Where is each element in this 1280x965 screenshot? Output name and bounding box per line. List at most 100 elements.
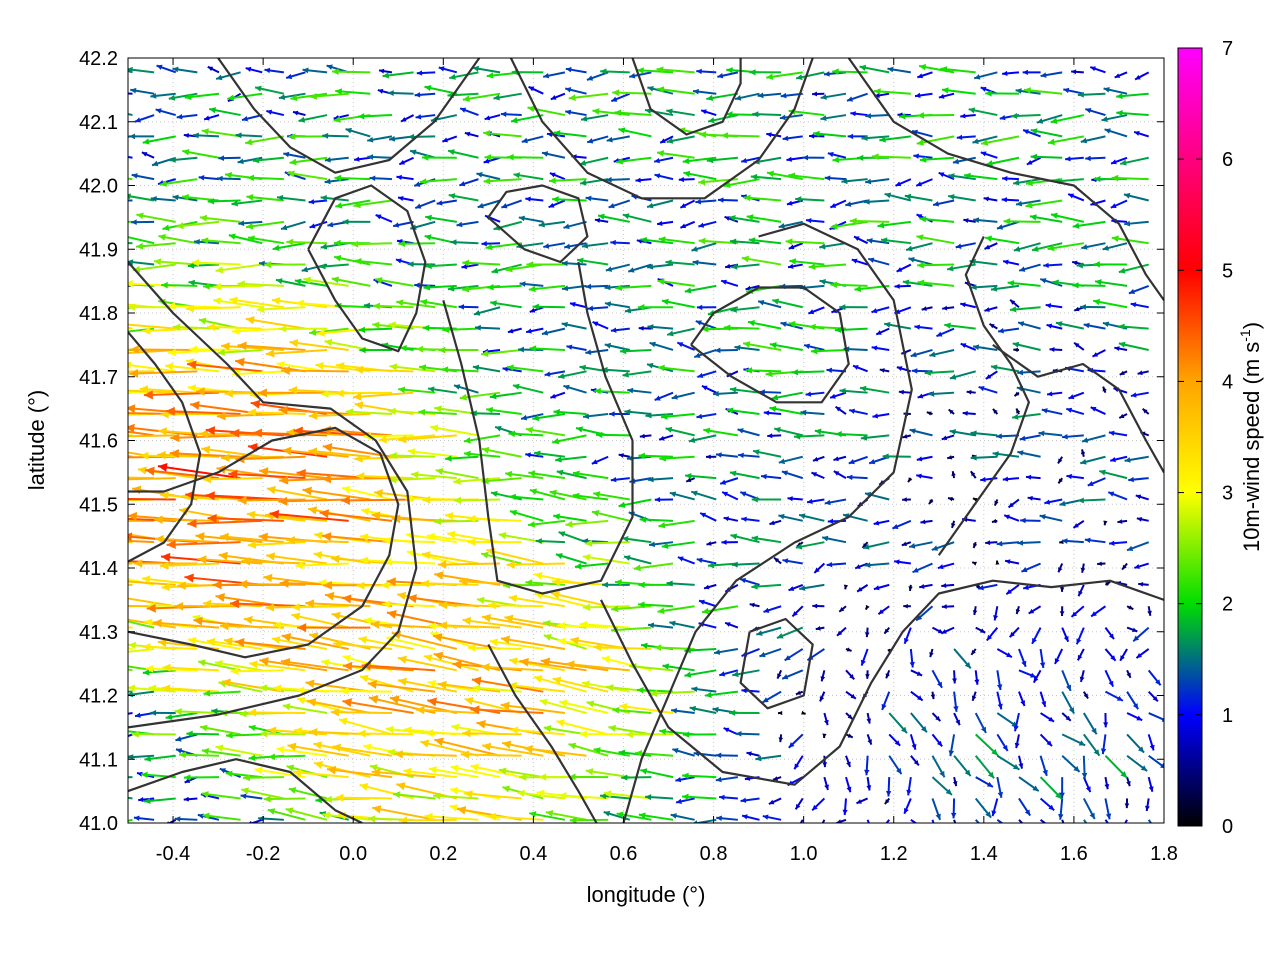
wind-arrow [997, 541, 1019, 547]
wind-arrow [886, 777, 891, 796]
wind-arrow [916, 234, 954, 243]
wind-arrow [579, 730, 629, 738]
wind-arrow [919, 584, 932, 589]
wind-arrow [868, 820, 874, 834]
wind-arrow [857, 585, 867, 592]
wind-arrow [1099, 470, 1127, 478]
wind-arrow [761, 474, 781, 479]
wind-arrow [706, 541, 716, 546]
wind-arrow [136, 212, 175, 221]
wind-arrow [359, 327, 392, 333]
wind-arrow [821, 94, 846, 100]
wind-arrow [156, 108, 176, 115]
wind-arrow [529, 286, 565, 293]
wind-arrow [650, 342, 673, 350]
wind-arrow [482, 478, 522, 485]
wind-arrow [812, 798, 824, 810]
wind-arrow [655, 497, 673, 502]
wind-arrow [669, 621, 694, 628]
wind-arrow [960, 113, 975, 118]
wind-arrow [585, 540, 630, 547]
wind-arrow [1062, 820, 1066, 830]
wind-arrow [1103, 521, 1107, 526]
wind-arrow [717, 72, 738, 78]
wind-arrow [89, 517, 154, 526]
wind-arrow [483, 130, 522, 137]
wind-arrow [367, 154, 392, 160]
wind-arrow [740, 578, 759, 585]
wind-arrow [1081, 243, 1105, 250]
wind-arrow [587, 306, 608, 311]
wind-arrow [78, 391, 133, 399]
wind-arrow [1062, 756, 1079, 772]
y-tick-label: 41.3 [79, 622, 118, 644]
wind-arrow [1019, 798, 1030, 815]
wind-arrow [746, 751, 759, 756]
wind-arrow [693, 89, 716, 95]
wind-arrow [911, 350, 933, 357]
wind-arrow [134, 816, 154, 821]
wind-arrow [474, 307, 500, 315]
wind-arrow [666, 427, 695, 436]
wind-arrow [949, 409, 954, 414]
wind-arrow [507, 364, 543, 371]
wind-arrow [1078, 497, 1106, 503]
wind-arrow [1112, 235, 1149, 243]
wind-arrow [1016, 606, 1020, 614]
wind-arrow [719, 795, 738, 800]
wind-arrow [249, 755, 284, 761]
wind-arrow [973, 217, 997, 223]
wind-arrow [200, 215, 241, 222]
wind-arrow [659, 435, 673, 440]
colorbar-tick-label: 5 [1222, 260, 1233, 282]
wind-arrow [1110, 457, 1127, 462]
wind-arrow [1019, 670, 1036, 677]
wind-arrow [1092, 350, 1105, 357]
wind-arrow [971, 471, 976, 478]
wind-arrow [976, 820, 991, 836]
wind-arrow [1084, 734, 1100, 755]
wind-arrow [1147, 606, 1152, 616]
wind-arrow [919, 216, 954, 222]
wind-arrow [1103, 387, 1107, 393]
wind-arrow [331, 708, 392, 716]
wind-arrow [491, 491, 522, 500]
colorbar-gradient [1178, 48, 1202, 826]
wind-arrow [769, 520, 781, 525]
wind-arrow [239, 710, 283, 717]
wind-arrow [908, 477, 912, 482]
wind-arrow [1004, 515, 1019, 521]
wind-arrow [811, 348, 846, 354]
wind-arrow [484, 158, 500, 164]
wind-arrow [199, 175, 219, 180]
wind-arrow [985, 243, 998, 249]
wind-arrow [611, 94, 629, 102]
wind-arrow [622, 536, 651, 542]
wind-arrow [1062, 692, 1074, 714]
wind-arrow [917, 456, 933, 461]
wind-arrow [75, 539, 133, 547]
wind-arrow [948, 497, 954, 501]
wind-arrow [379, 69, 392, 74]
wind-arrow [917, 72, 932, 78]
wind-arrow [264, 261, 305, 268]
wind-arrow [160, 179, 197, 187]
wind-arrow [555, 456, 586, 462]
wind-arrow [894, 559, 911, 564]
wind-arrow [425, 215, 457, 222]
wind-arrow [802, 155, 824, 161]
wind-arrow [846, 756, 851, 767]
wind-arrow [801, 711, 805, 715]
wind-arrow [460, 108, 478, 115]
wind-arrow [177, 114, 198, 119]
wind-arrow [64, 410, 132, 419]
wind-arrow [399, 158, 413, 165]
wind-arrow [902, 434, 910, 438]
wind-arrow [764, 410, 781, 415]
wind-arrow [449, 193, 479, 200]
wind-arrow [550, 173, 565, 180]
wind-arrow [794, 756, 802, 769]
wind-arrow [1020, 518, 1040, 523]
wind-arrow [658, 365, 695, 372]
wind-arrow [729, 710, 759, 716]
